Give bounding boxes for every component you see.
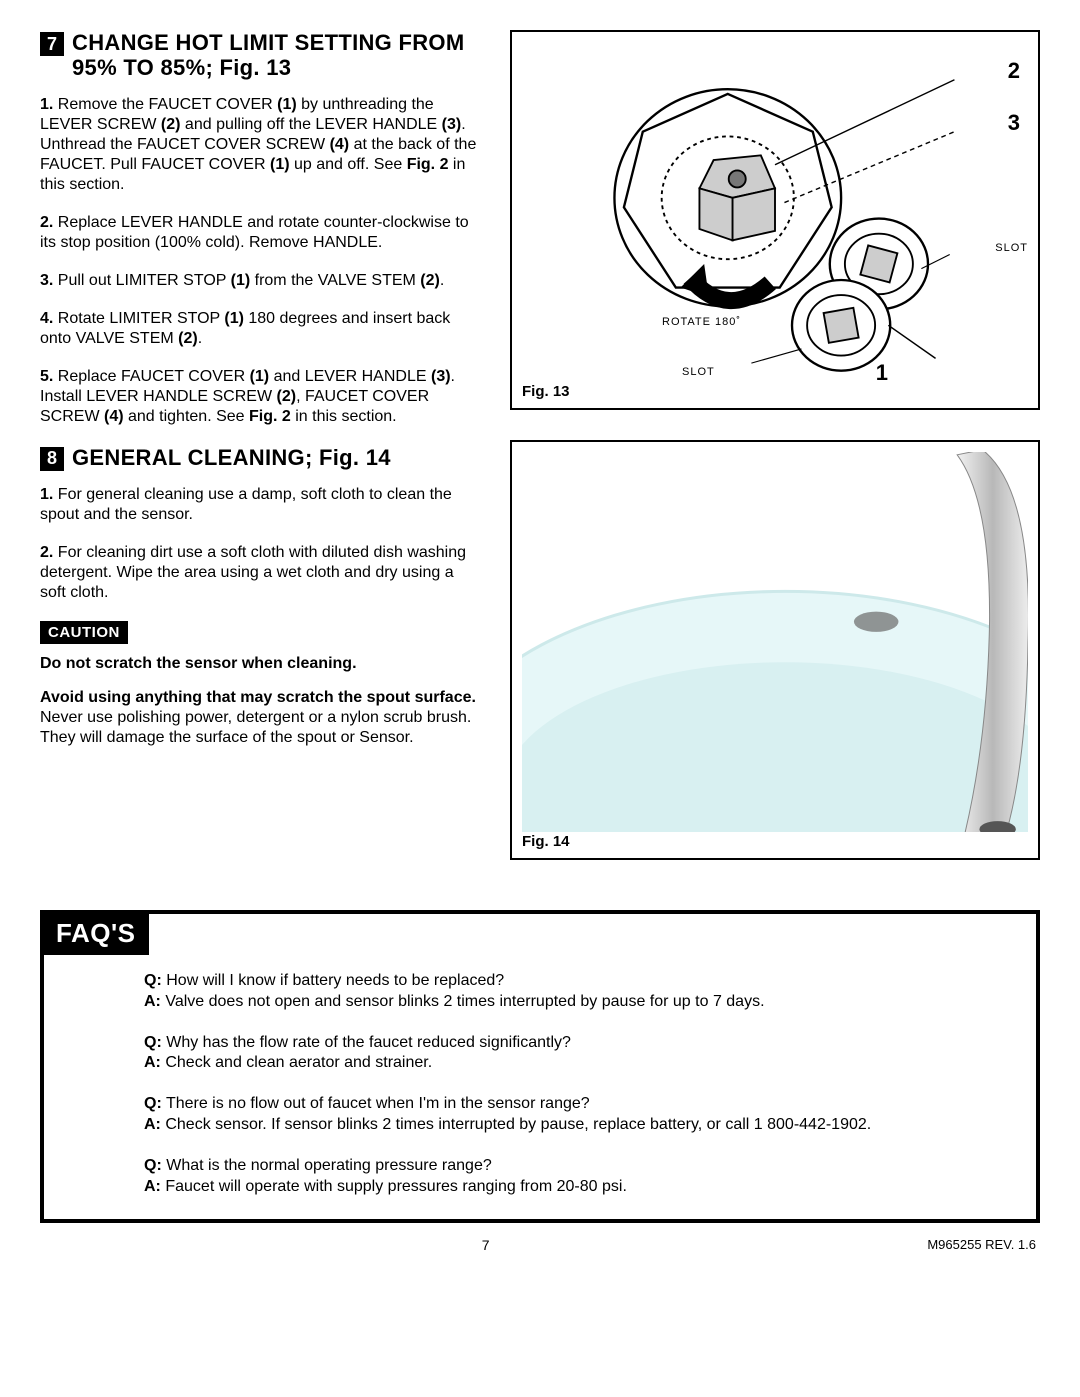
step-7-2: 2. Replace LEVER HANDLE and rotate count… bbox=[40, 213, 480, 253]
step-7-1: 1. Remove the FAUCET COVER (1) by unthre… bbox=[40, 95, 480, 195]
section-number-box-7: 7 bbox=[40, 32, 64, 56]
section-7-title: CHANGE HOT LIMIT SETTING FROM 95% TO 85%… bbox=[72, 30, 480, 81]
callout-2: 2 bbox=[1008, 58, 1020, 84]
caution-block: CAUTION Do not scratch the sensor when c… bbox=[40, 621, 480, 748]
section-8-title: GENERAL CLEANING; Fig. 14 bbox=[72, 445, 391, 470]
caution-badge: CAUTION bbox=[40, 621, 128, 644]
label-slot-lower: SLOT bbox=[682, 366, 715, 378]
left-column: 7 CHANGE HOT LIMIT SETTING FROM 95% TO 8… bbox=[40, 30, 480, 890]
callout-3: 3 bbox=[1008, 110, 1020, 136]
faq-item: Q: Why has the flow rate of the faucet r… bbox=[144, 1033, 1016, 1075]
figure-14-caption: Fig. 14 bbox=[522, 833, 570, 850]
figure-14-diagram bbox=[522, 452, 1028, 832]
step-8-2: 2. For cleaning dirt use a soft cloth wi… bbox=[40, 543, 480, 603]
section-8-heading: 8 GENERAL CLEANING; Fig. 14 bbox=[40, 445, 480, 471]
right-column: 2 3 1 SLOT SLOT ROTATE 180˚ Fig. 13 bbox=[510, 30, 1040, 890]
caution-line-2: Avoid using anything that may scratch th… bbox=[40, 688, 480, 748]
faq-item: Q: How will I know if battery needs to b… bbox=[144, 971, 1016, 1013]
section-number-box-8: 8 bbox=[40, 447, 64, 471]
faq-body: Q: How will I know if battery needs to b… bbox=[44, 955, 1036, 1197]
step-7-5: 5. Replace FAUCET COVER (1) and LEVER HA… bbox=[40, 367, 480, 427]
figure-13-diagram bbox=[522, 42, 1028, 382]
step-7-4: 4. Rotate LIMITER STOP (1) 180 degrees a… bbox=[40, 309, 480, 349]
figure-14-box: Fig. 14 bbox=[510, 440, 1040, 860]
label-rotate: ROTATE 180˚ bbox=[662, 316, 741, 328]
step-8-1: 1. For general cleaning use a damp, soft… bbox=[40, 485, 480, 525]
section-7-heading: 7 CHANGE HOT LIMIT SETTING FROM 95% TO 8… bbox=[40, 30, 480, 81]
step-7-3: 3. Pull out LIMITER STOP (1) from the VA… bbox=[40, 271, 480, 291]
faq-banner: FAQ'S bbox=[42, 912, 149, 955]
page-footer: 7 M965255 REV. 1.6 bbox=[40, 1237, 1040, 1253]
faq-item: Q: What is the normal operating pressure… bbox=[144, 1156, 1016, 1198]
figure-13-caption: Fig. 13 bbox=[522, 383, 570, 400]
page-number: 7 bbox=[44, 1237, 927, 1253]
doc-revision: M965255 REV. 1.6 bbox=[927, 1237, 1036, 1253]
faq-item: Q: There is no flow out of faucet when I… bbox=[144, 1094, 1016, 1136]
label-slot-upper: SLOT bbox=[995, 242, 1028, 254]
figure-13-box: 2 3 1 SLOT SLOT ROTATE 180˚ Fig. 13 bbox=[510, 30, 1040, 410]
faq-section: FAQ'S Q: How will I know if battery need… bbox=[40, 910, 1040, 1223]
callout-1: 1 bbox=[876, 360, 888, 386]
caution-line-1: Do not scratch the sensor when cleaning. bbox=[40, 655, 357, 672]
